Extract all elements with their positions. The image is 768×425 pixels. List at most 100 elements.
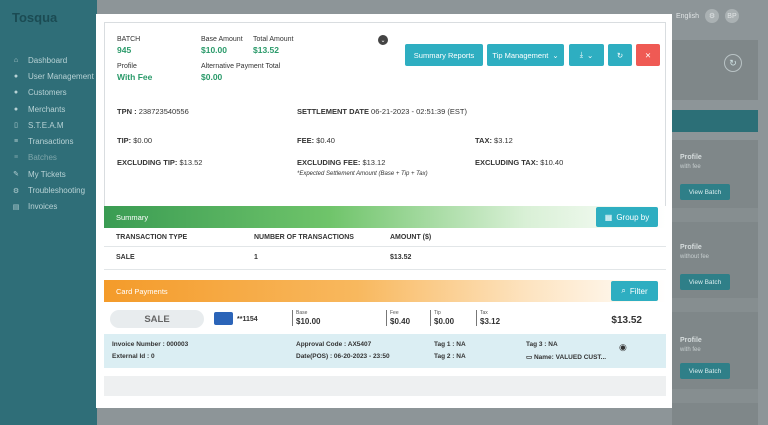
summary-section-header: Summary — [104, 206, 666, 228]
profile-value: With Fee — [117, 72, 153, 82]
sidebar-item-batches[interactable]: ≡ Batches — [13, 153, 57, 163]
excluding-fee-field: EXCLUDING FEE: $13.12 — [297, 158, 386, 167]
batch-value: 945 — [117, 45, 132, 55]
expand-chevron-icon[interactable]: ⌄ — [378, 35, 388, 45]
external-id: External Id : 0 — [112, 353, 155, 360]
refresh-icon[interactable]: ↻ — [724, 54, 742, 72]
merchant-icon: ● — [13, 105, 19, 113]
credit-card-icon — [214, 312, 233, 325]
ticket-icon: ✎ — [13, 171, 19, 179]
eye-icon[interactable]: ◉ — [619, 342, 627, 352]
sidebar-item-user-management[interactable]: ● User Management — [13, 71, 94, 81]
avatar[interactable]: BP — [724, 9, 739, 23]
settlement-note: *Expected Settlement Amount (Base + Tip … — [297, 171, 428, 177]
refresh-icon: ↻ — [616, 50, 624, 60]
tip-amount: Tip $0.00 — [430, 310, 454, 326]
tax-field: TAX: $3.12 — [475, 136, 513, 145]
batch-summary-panel: BATCH 945 Base Amount $10.00 Total Amoun… — [104, 22, 666, 209]
fee-amount: Fee $0.40 — [386, 310, 410, 326]
card-payments-header: Card Payments — [104, 280, 666, 302]
transaction-row[interactable]: SALE **1154 Base $10.00 Fee $0.40 Tip $0.00… — [104, 308, 666, 334]
invoice-number: Invoice Number : 000003 — [112, 341, 189, 348]
bg-refresh-panel: ↻ — [672, 40, 758, 100]
table-cell: 1 — [254, 254, 258, 261]
transaction-details: Invoice Number : 000003 External Id : 0 … — [104, 334, 666, 368]
transaction-type-badge: SALE — [110, 310, 204, 328]
invoice-icon: ▤ — [12, 203, 20, 211]
transaction-total: $13.52 — [611, 315, 642, 326]
bg-batch-card: Profile with fee View Batch — [672, 325, 758, 425]
sidebar-item-steam[interactable]: ▯ S.T.E.A.M — [12, 117, 94, 133]
export-button[interactable]: ⤓ ⌄ — [569, 44, 604, 66]
table-cell: $13.52 — [390, 254, 412, 261]
excluding-tax-field: EXCLUDING TAX: $10.40 — [475, 158, 564, 167]
base-amount-label: Base Amount — [201, 36, 243, 43]
bg-batch-card: Profile without fee View Batch — [672, 232, 758, 332]
users-icon: ● — [13, 89, 19, 97]
approval-code: Approval Code : AX5407 — [296, 341, 372, 348]
base-amount: Base $10.00 — [292, 310, 320, 326]
tag-1: Tag 1 : NA — [434, 341, 466, 348]
pos-date: Date(POS) : 06-20-2023 - 23:50 — [296, 353, 390, 360]
col-transaction-type: TRANSACTION TYPE — [116, 234, 188, 241]
loading-row-placeholder — [104, 376, 666, 396]
close-button[interactable]: ✕ — [636, 44, 660, 66]
summary-reports-button[interactable]: Summary Reports — [405, 44, 483, 66]
bg-batch-card: Profile with fee View Batch — [672, 140, 758, 240]
tip-management-button[interactable]: Tip Management ⌄ — [487, 44, 564, 66]
user-icon: ● — [13, 72, 19, 80]
sidebar-item-my-tickets[interactable]: ✎ My Tickets — [13, 169, 66, 179]
chevron-down-icon: ⌄ — [552, 50, 559, 60]
sidebar-item-merchants[interactable]: ● Merchants — [13, 104, 66, 114]
refresh-button[interactable]: ↻ — [608, 44, 632, 66]
col-number-of-transactions: NUMBER OF TRANSACTIONS — [254, 234, 354, 241]
tip-field: TIP: $0.00 — [117, 136, 153, 145]
batch-label: BATCH — [117, 36, 141, 43]
database-icon: ≡ — [13, 138, 19, 146]
filter-button[interactable]: ⌕ Filter — [611, 281, 658, 301]
bg-header-strip — [672, 110, 758, 132]
fee-field: FEE: $0.40 — [297, 136, 335, 145]
sidebar-item-troubleshooting[interactable]: ⚙ Troubleshooting — [12, 186, 86, 196]
total-amount-label: Total Amount — [253, 36, 294, 43]
col-amount: AMOUNT ($) — [390, 234, 432, 241]
grid-icon: ▦ — [604, 212, 613, 222]
app-logo: Tosqua — [12, 10, 58, 25]
table-cell: SALE — [116, 254, 135, 261]
id-card-icon: ▭ — [526, 354, 533, 361]
divider — [104, 269, 666, 270]
batch-icon: ≡ — [13, 154, 19, 162]
view-batch-button[interactable]: View Batch — [680, 363, 730, 379]
search-icon: ⌕ — [621, 286, 626, 295]
tpn-field: TPN : 238723540556 — [117, 107, 189, 116]
settlement-date-field: SETTLEMENT DATE 06-21-2023 - 02:51:39 (E… — [297, 107, 467, 116]
batch-details-modal: BATCH 945 Base Amount $10.00 Total Amoun… — [96, 14, 672, 408]
excluding-tip-field: EXCLUDING TIP: $13.52 — [117, 158, 203, 167]
top-bar: English ⚙ BP — [668, 0, 768, 32]
steam-icon: ▯ — [14, 122, 18, 130]
base-amount-value: $10.00 — [201, 45, 227, 55]
view-batch-button[interactable]: View Batch — [680, 274, 730, 290]
sidebar-item-customers[interactable]: ● Customers — [13, 88, 67, 98]
sidebar: Tosqua ⌂ Dashboard ● User Management ● Cust… — [0, 0, 97, 425]
tools-icon: ⚙ — [12, 187, 20, 195]
group-by-button[interactable]: ▦ Group by — [596, 207, 658, 227]
total-amount-value: $13.52 — [253, 45, 279, 55]
chevron-down-icon: ⌄ — [587, 50, 594, 60]
close-icon: ✕ — [644, 50, 652, 60]
profile-label: Profile — [117, 63, 137, 70]
divider — [104, 246, 666, 247]
sidebar-item-invoices[interactable]: ▤ Invoices — [12, 202, 58, 212]
download-icon: ⤓ — [579, 50, 584, 59]
sidebar-item-transactions[interactable]: ≡ Transactions — [13, 137, 74, 147]
sidebar-nav: ⌂ Dashboard ● User Management ● Customers ●… — [12, 52, 94, 215]
tag-2: Tag 2 : NA — [434, 353, 466, 360]
tag-3: Tag 3 : NA — [526, 341, 558, 348]
card-number: **1154 — [237, 316, 258, 323]
view-batch-button[interactable]: View Batch — [680, 184, 730, 200]
language-selector[interactable]: English — [676, 12, 699, 20]
alt-payment-value: $0.00 — [201, 72, 223, 82]
gear-icon[interactable]: ⚙ — [704, 9, 719, 23]
customer-name: ▭ Name: VALUED CUST... — [526, 354, 607, 361]
sidebar-item-dashboard[interactable]: ⌂ Dashboard — [13, 55, 68, 65]
